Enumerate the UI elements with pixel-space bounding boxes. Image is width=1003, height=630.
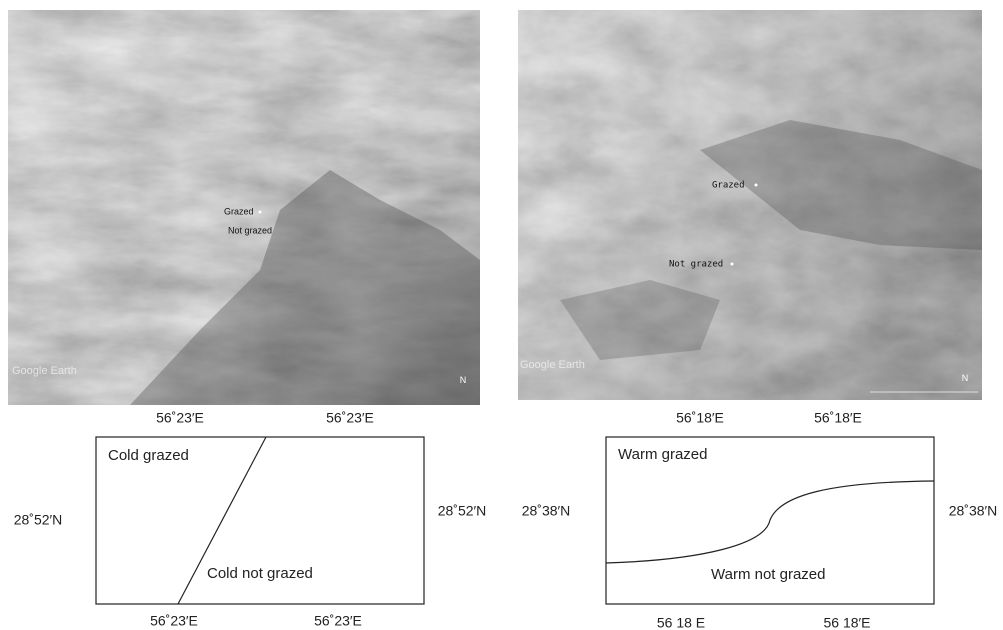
region-label: Cold not grazed [207,565,313,582]
coordinate-label: 56 18 E [657,615,705,630]
coordinate-label: 56 18′E [824,615,871,630]
north-arrow: N [962,373,969,383]
region-label: Cold grazed [108,447,189,464]
coordinate-label: 28˚38′N [949,503,998,519]
coordinate-label: 28˚52′N [438,503,487,519]
coordinate-label: 28˚52′N [14,512,63,528]
north-arrow: N [460,375,467,385]
coordinate-label: 28˚38′N [522,503,571,519]
watermark: Google Earth [520,359,585,371]
schematic: Cold grazed Cold not grazed 56˚23′E 56˚2… [14,410,487,629]
image-label: Not grazed [669,260,723,270]
satellite-image: Grazed Not grazed Google Earth N [518,10,982,400]
image-label: Not grazed [228,225,272,235]
coordinate-label: 56˚18′E [676,410,724,426]
schematic: Warm grazed Warm not grazed 56˚18′E 56˚1… [522,410,998,630]
image-label: Grazed [712,181,745,191]
coordinate-label: 56˚23′E [326,410,374,426]
satellite-image: Grazed Not grazed Google Earth N [8,10,480,405]
coordinate-label: 56˚23′E [156,410,204,426]
figure: Grazed Not grazed Google Earth N Grazed … [0,0,1003,630]
region-label: Warm grazed [618,446,707,463]
coordinate-label: 56˚23′E [314,613,362,629]
coordinate-label: 56˚18′E [814,410,862,426]
coordinate-label: 56˚23′E [150,613,198,629]
image-label: Grazed [224,206,254,216]
watermark: Google Earth [12,365,77,377]
region-label: Warm not grazed [711,566,826,583]
